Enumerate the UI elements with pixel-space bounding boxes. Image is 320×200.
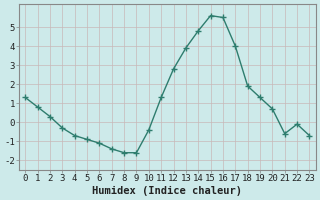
X-axis label: Humidex (Indice chaleur): Humidex (Indice chaleur) [92, 186, 242, 196]
